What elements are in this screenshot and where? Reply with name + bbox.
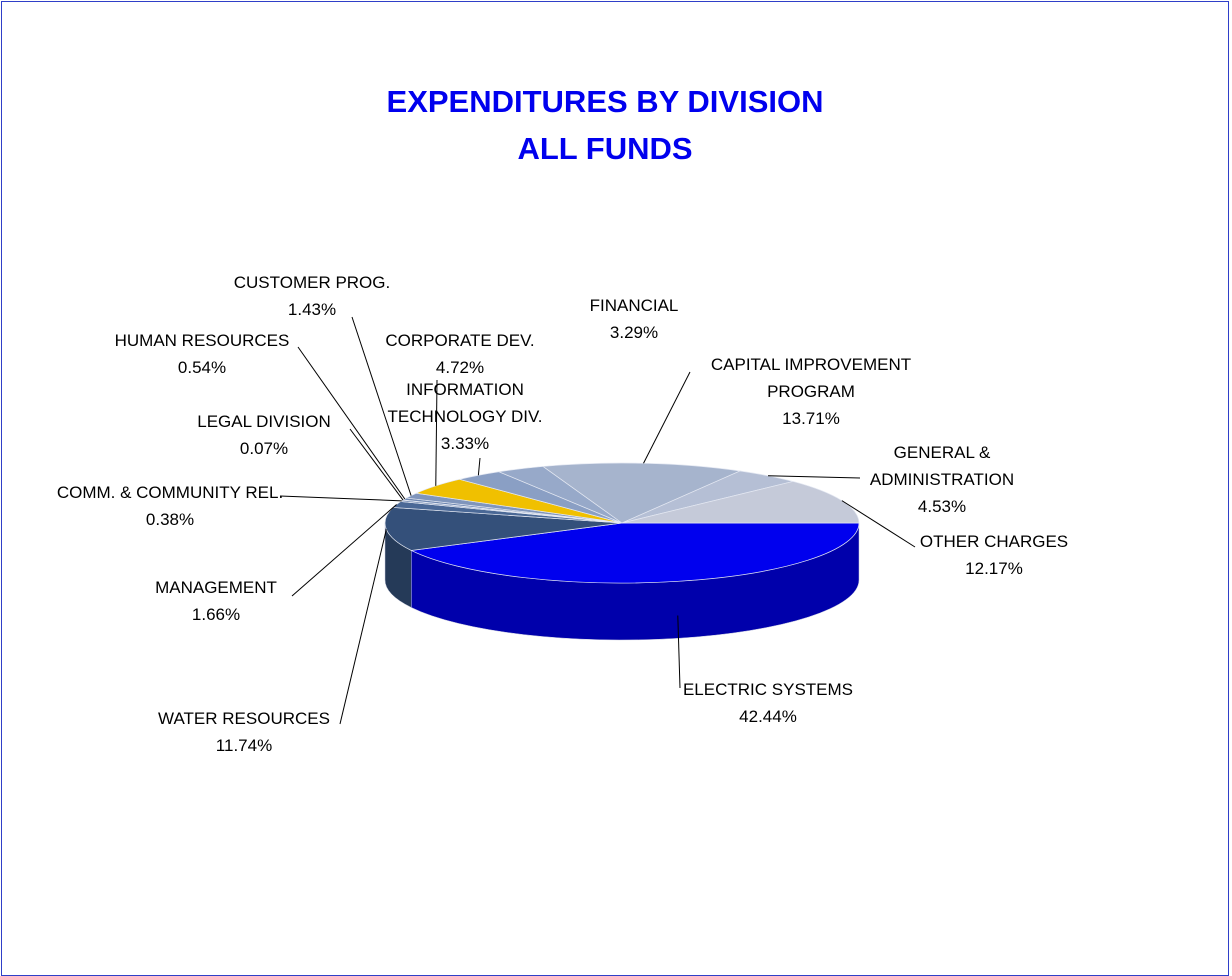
data-label-name: LEGAL DIVISION <box>197 412 331 431</box>
leader-line <box>643 371 691 464</box>
data-label: OTHER CHARGES 12.17% <box>904 528 1084 582</box>
leader-line <box>339 529 387 725</box>
data-label: GENERAL & ADMINISTRATION 4.53% <box>857 439 1027 520</box>
data-label: LEGAL DIVISION 0.07% <box>174 408 354 462</box>
chart-subtitle: ALL FUNDS <box>517 131 693 166</box>
data-label-name: MANAGEMENT <box>155 578 277 597</box>
data-label: WATER RESOURCES 11.74% <box>144 705 344 759</box>
data-label-value: 11.74% <box>215 736 273 755</box>
data-label-value: 0.38% <box>145 510 195 529</box>
data-label: ELECTRIC SYSTEMS 42.44% <box>668 676 868 730</box>
data-label-name: CAPITAL IMPROVEMENT PROGRAM <box>710 355 912 401</box>
leader-line <box>841 500 916 548</box>
leader-line <box>768 475 861 479</box>
leader-line <box>349 428 404 501</box>
chart-title: EXPENDITURES BY DIVISION <box>386 84 824 119</box>
leader-line <box>477 457 481 476</box>
data-label-name: CORPORATE DEV. <box>385 331 535 350</box>
data-label: CORPORATE DEV. 4.72% <box>370 327 550 381</box>
data-label: FINANCIAL 3.29% <box>554 292 714 346</box>
data-label-name: HUMAN RESOURCES <box>114 331 290 350</box>
data-label-name: WATER RESOURCES <box>158 709 330 728</box>
data-label-name: OTHER CHARGES <box>919 532 1069 551</box>
data-label: HUMAN RESOURCES 0.54% <box>102 327 302 381</box>
data-label: INFORMATION TECHNOLOGY DIV. 3.33% <box>380 376 550 457</box>
data-label-name: INFORMATION TECHNOLOGY DIV. <box>387 380 543 426</box>
data-label-name: COMM. & COMMUNITY REL. <box>56 483 284 502</box>
slice <box>621 481 860 524</box>
data-label-value: 1.43% <box>287 300 337 319</box>
data-label-value: 0.54% <box>177 358 227 377</box>
data-label-name: ELECTRIC SYSTEMS <box>682 680 854 699</box>
data-label-value: 13.71% <box>782 409 840 428</box>
data-label-name: CUSTOMER PROG. <box>233 273 391 292</box>
data-label: MANAGEMENT 1.66% <box>126 574 306 628</box>
data-label-value: 4.53% <box>917 497 967 516</box>
leader-line <box>279 495 402 502</box>
data-label-value: 1.66% <box>191 605 241 624</box>
data-label-value: 12.17% <box>965 559 1023 578</box>
data-label: CUSTOMER PROG. 1.43% <box>212 269 412 323</box>
data-label-name: GENERAL & ADMINISTRATION <box>869 443 1015 489</box>
leader-line <box>351 316 412 496</box>
data-label: CAPITAL IMPROVEMENT PROGRAM 13.71% <box>691 351 931 432</box>
data-label-value: 3.29% <box>609 323 659 342</box>
data-label-value: 0.07% <box>239 439 289 458</box>
data-label-value: 42.44% <box>739 707 797 726</box>
leader-line <box>297 346 406 500</box>
data-label-name: FINANCIAL <box>589 296 679 315</box>
data-label: COMM. & COMMUNITY REL. 0.38% <box>55 479 285 533</box>
leader-line <box>435 379 438 486</box>
leader-line <box>677 615 681 689</box>
data-label-value: 4.72% <box>435 358 485 377</box>
leader-line <box>291 504 397 597</box>
slice <box>410 522 860 584</box>
data-label-value: 3.33% <box>440 434 490 453</box>
